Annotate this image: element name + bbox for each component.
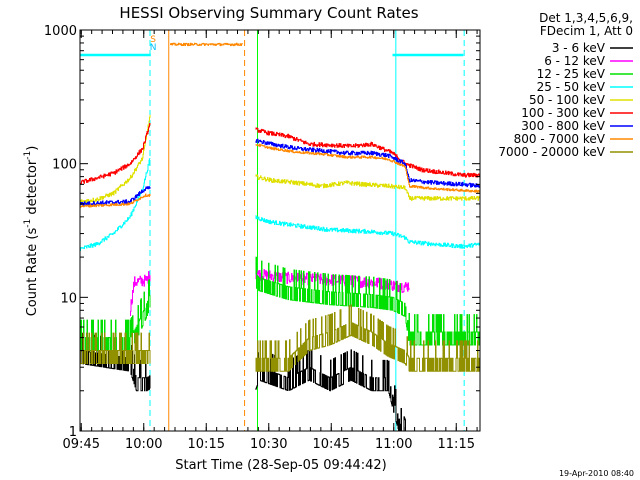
legend-label: 6 - 12 keV bbox=[544, 54, 606, 68]
x-tick-label: 11:15 bbox=[438, 437, 475, 452]
series-line-7000-20000-kev bbox=[80, 332, 151, 364]
y-axis-label-part: ) bbox=[25, 146, 40, 151]
legend-header: Det 1,3,4,5,6,9, bbox=[539, 11, 633, 25]
series-line-3-6-kev bbox=[255, 349, 406, 431]
series-line-100-300-kev bbox=[255, 127, 480, 178]
legend-label: 300 - 800 keV bbox=[521, 119, 605, 133]
y-axis-label-part: detector bbox=[25, 159, 40, 219]
axis-ticks: 09:45 10:00 10:15 10:30 10:45 11:00 11:15 1 10 10… bbox=[44, 24, 480, 452]
x-tick-label: 10:00 bbox=[125, 437, 162, 452]
y-tick-label: 1 bbox=[69, 425, 77, 440]
x-axis-label: Start Time (28-Sep-05 09:44:42) bbox=[175, 458, 386, 473]
legend-label: 3 - 6 keV bbox=[552, 41, 606, 55]
y-axis-label-part: Count Rate (s bbox=[25, 228, 40, 317]
y-axis-label-superscript: -1 bbox=[23, 151, 33, 160]
chart-title: HESSI Observing Summary Count Rates bbox=[119, 4, 418, 22]
series-line-50-100-kev bbox=[255, 174, 480, 201]
series-line-800-7000-kev bbox=[80, 193, 151, 208]
series-line-100-300-kev bbox=[80, 123, 151, 185]
legend-label: 25 - 50 keV bbox=[537, 80, 606, 94]
y-tick-label: 1000 bbox=[44, 24, 77, 39]
series-line-300-800-kev bbox=[255, 138, 480, 188]
y-axis-label-superscript: -1 bbox=[23, 219, 33, 228]
x-tick-label: 10:45 bbox=[313, 437, 350, 452]
series-line-25-50-kev bbox=[255, 215, 480, 249]
y-axis-label: Count Rate (s-1 detector-1) bbox=[23, 146, 40, 317]
series-line-50-100-kev bbox=[80, 114, 151, 204]
legend-label: 100 - 300 keV bbox=[521, 106, 605, 120]
x-tick-label: 10:30 bbox=[250, 437, 287, 452]
plot-frame bbox=[79, 29, 481, 432]
y-tick-label: 10 bbox=[60, 291, 77, 306]
annotation-label: N bbox=[150, 43, 157, 53]
legend-label: 7000 - 20000 keV bbox=[498, 145, 605, 159]
y-tick-label: 100 bbox=[52, 158, 77, 173]
series-line-800-7000-kev bbox=[255, 143, 480, 193]
series-line-12-25-kev bbox=[255, 256, 480, 346]
series-line-6-12-kev bbox=[130, 271, 151, 316]
legend-label: 12 - 25 keV bbox=[537, 67, 606, 81]
x-tick-label: 11:00 bbox=[375, 437, 412, 452]
plot-layer: SN bbox=[80, 30, 480, 431]
legend-label: 50 - 100 keV bbox=[529, 93, 606, 107]
series-line-7000-20000-kev bbox=[255, 304, 480, 372]
x-tick-label: 09:45 bbox=[63, 437, 100, 452]
plot-area bbox=[80, 30, 480, 431]
x-tick-label: 10:15 bbox=[188, 437, 225, 452]
series-line-800-7000-kev bbox=[170, 42, 243, 47]
legend: Det 1,3,4,5,6,9,FDecim 1, Att 0 3 - 6 keV… bbox=[498, 11, 633, 159]
legend-header: FDecim 1, Att 0 bbox=[540, 24, 633, 38]
footer-timestamp: 19-Apr-2010 08:40 bbox=[559, 469, 634, 478]
annotation-label: S bbox=[150, 35, 156, 45]
legend-label: 800 - 7000 keV bbox=[514, 132, 606, 146]
